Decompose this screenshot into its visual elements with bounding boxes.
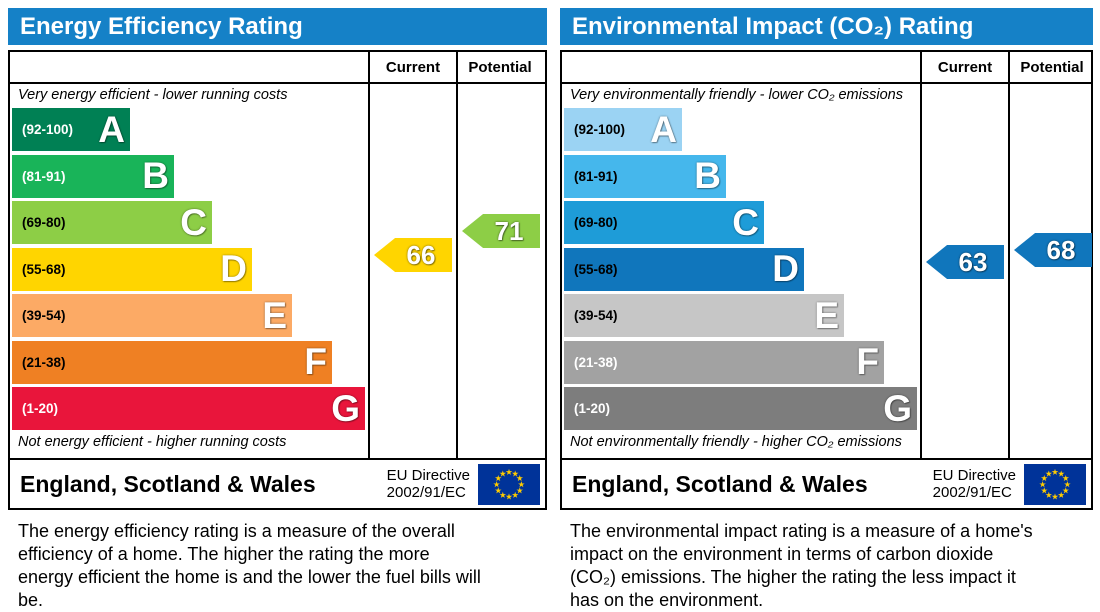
band-range-label: (39-54) [22, 308, 66, 323]
band-bar: (21-38) F [564, 340, 884, 384]
band-row-b: (81-91) B [12, 154, 174, 198]
band-range-label: (81-91) [22, 168, 66, 184]
page-title: Environmental Impact (CO₂) Rating [572, 12, 974, 40]
band-range-label: (1-20) [22, 401, 59, 416]
table-footer: England, Scotland & Wales EU Directive 2… [10, 458, 545, 508]
band-range-label: (55-68) [574, 261, 618, 277]
epc-panel-energy-efficiency: Energy Efficiency Rating Current Potenti… [8, 8, 547, 610]
band-range-label: (92-100) [22, 122, 74, 137]
band-letter: F [856, 341, 879, 382]
current-rating-arrow: 63 [926, 245, 1004, 279]
band-letter: C [180, 201, 207, 243]
band-letter: B [142, 155, 169, 196]
current-column-header: Current [937, 58, 993, 76]
band-range-label: (39-54) [574, 308, 618, 323]
footer-region-label: England, Scotland & Wales [572, 470, 868, 497]
band-letter: A [650, 108, 677, 150]
band-bar: (21-38) F [12, 340, 332, 384]
band-bar: (69-80) C [12, 201, 212, 244]
band-bar: (39-54) E [12, 294, 292, 337]
rating-table: Current Potential Very environmentally f… [560, 50, 1093, 510]
table-header-row: Current Potential [562, 52, 1091, 84]
band-bar: (69-80) C [564, 201, 764, 244]
column-divider [368, 52, 370, 458]
band-bar: (92-100) A [564, 108, 682, 151]
band-bar: (1-20) G [12, 387, 365, 430]
bottom-caption: Not environmentally friendly - higher CO… [570, 434, 902, 450]
potential-rating-arrow: 68 [1014, 233, 1092, 267]
current-rating-value: 66 [406, 239, 436, 270]
band-letter: D [220, 248, 247, 289]
band-row-c: (69-80) C [12, 201, 212, 244]
top-caption: Very environmentally friendly - lower CO… [570, 87, 903, 103]
band-letter: E [814, 294, 839, 336]
band-range-label: (81-91) [574, 168, 618, 184]
band-range-label: (69-80) [574, 215, 618, 230]
band-row-e: (39-54) E [12, 294, 292, 337]
band-bar: (39-54) E [564, 294, 844, 337]
band-letter: A [98, 108, 125, 150]
band-row-f: (21-38) F [564, 340, 884, 384]
band-row-e: (39-54) E [564, 294, 844, 337]
band-row-d: (55-68) D [564, 247, 804, 291]
band-bar: (1-20) G [564, 387, 917, 430]
column-divider [920, 52, 922, 458]
band-letter: C [732, 201, 759, 243]
panel-header: Energy Efficiency Rating [8, 8, 547, 45]
band-range-label: (92-100) [574, 122, 626, 137]
eu-directive-label: EU Directive 2002/91/EC [386, 467, 470, 501]
chart-body: Very environmentally friendly - lower CO… [562, 84, 1092, 458]
band-bar: (81-91) B [564, 154, 726, 198]
page-title: Energy Efficiency Rating [20, 12, 303, 40]
potential-rating-value: 71 [494, 215, 524, 246]
eu-directive-label: EU Directive 2002/91/EC [932, 467, 1016, 501]
band-letter: G [883, 387, 912, 429]
band-row-b: (81-91) B [564, 154, 726, 198]
band-bar: (81-91) B [12, 154, 174, 198]
band-row-g: (1-20) G [12, 387, 365, 430]
eu-flag-icon [478, 463, 540, 505]
current-column-header: Current [385, 58, 441, 76]
potential-rating-arrow: 71 [462, 214, 540, 248]
band-row-a: (92-100) A [564, 108, 682, 151]
band-letter: D [772, 248, 799, 289]
band-letter: B [694, 155, 721, 196]
band-letter: F [304, 341, 327, 382]
band-range-label: (21-38) [574, 354, 618, 370]
band-range-label: (1-20) [574, 401, 611, 416]
current-rating-arrow: 66 [374, 238, 452, 272]
epc-panel-environmental-impact: Environmental Impact (CO₂) Rating Curren… [560, 8, 1093, 610]
chart-body: Very energy efficient - lower running co… [10, 84, 545, 458]
band-bar: (92-100) A [12, 108, 130, 151]
band-bar: (55-68) D [12, 247, 252, 291]
description-paragraph: The energy efficiency rating is a measur… [18, 521, 481, 610]
band-row-c: (69-80) C [564, 201, 764, 244]
table-footer: England, Scotland & Wales EU Directive 2… [562, 458, 1091, 508]
bottom-caption: Not energy efficient - higher running co… [18, 434, 287, 450]
table-header-row: Current Potential [10, 52, 545, 84]
band-range-label: (55-68) [22, 261, 66, 277]
band-row-a: (92-100) A [12, 108, 130, 151]
band-row-f: (21-38) F [12, 340, 332, 384]
band-row-d: (55-68) D [12, 247, 252, 291]
description-paragraph: The environmental impact rating is a mea… [570, 521, 1033, 610]
rating-table: Current Potential Very energy efficient … [8, 50, 547, 510]
band-range-label: (21-38) [22, 354, 66, 370]
band-letter: E [262, 294, 287, 336]
potential-column-header: Potential [1020, 58, 1084, 76]
current-rating-value: 63 [958, 246, 988, 277]
band-letter: G [331, 387, 360, 429]
column-divider [456, 52, 458, 458]
eu-flag-icon [1024, 463, 1086, 505]
panel-header: Environmental Impact (CO₂) Rating [560, 8, 1093, 45]
band-row-g: (1-20) G [564, 387, 917, 430]
potential-rating-value: 68 [1046, 234, 1076, 265]
band-bar: (55-68) D [564, 247, 804, 291]
band-range-label: (69-80) [22, 215, 66, 230]
footer-region-label: England, Scotland & Wales [20, 470, 316, 497]
potential-column-header: Potential [468, 58, 532, 76]
column-divider [1008, 52, 1010, 458]
top-caption: Very energy efficient - lower running co… [18, 87, 288, 103]
